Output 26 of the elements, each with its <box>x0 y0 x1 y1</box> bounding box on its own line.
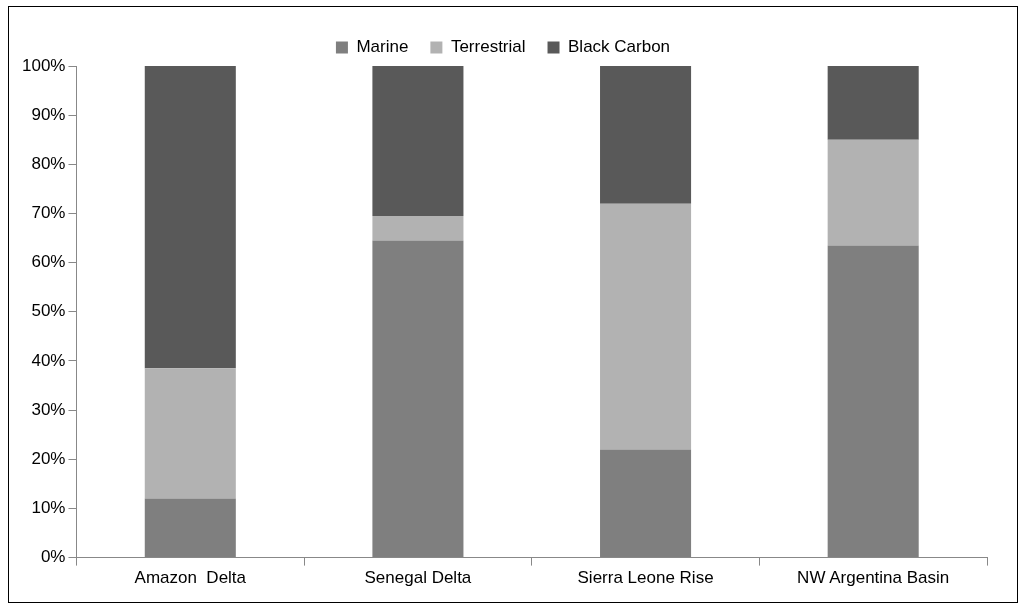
bar <box>144 368 236 499</box>
legend-label: Terrestrial <box>450 37 526 57</box>
x-tick-label: Sierra Leone Rise <box>577 568 714 588</box>
bar <box>827 66 919 140</box>
y-tick-label: 50% <box>31 301 66 321</box>
bar <box>372 215 464 241</box>
bar <box>600 66 692 204</box>
bar <box>144 66 236 369</box>
x-tick-label: NW Argentina Basin <box>797 568 950 588</box>
x-tick-label: Senegal Delta <box>364 568 472 588</box>
bar <box>600 203 692 450</box>
y-tick-label: 10% <box>31 498 66 518</box>
y-tick-label: 100% <box>22 55 66 75</box>
bar <box>827 139 919 246</box>
y-tick-label: 90% <box>31 104 66 124</box>
y-tick-label: 60% <box>31 252 66 272</box>
y-tick-label: 30% <box>31 399 66 419</box>
y-tick-label: 80% <box>31 154 66 174</box>
y-tick-label: 0% <box>40 547 66 567</box>
bar <box>372 66 464 216</box>
legend-label: Marine <box>356 37 409 57</box>
y-tick-label: 40% <box>31 350 66 370</box>
legend-label: Black Carbon <box>568 37 671 57</box>
y-tick-label: 70% <box>31 203 66 223</box>
y-tick-label: 20% <box>31 448 66 468</box>
x-tick-label: Amazon Delta <box>134 568 247 588</box>
